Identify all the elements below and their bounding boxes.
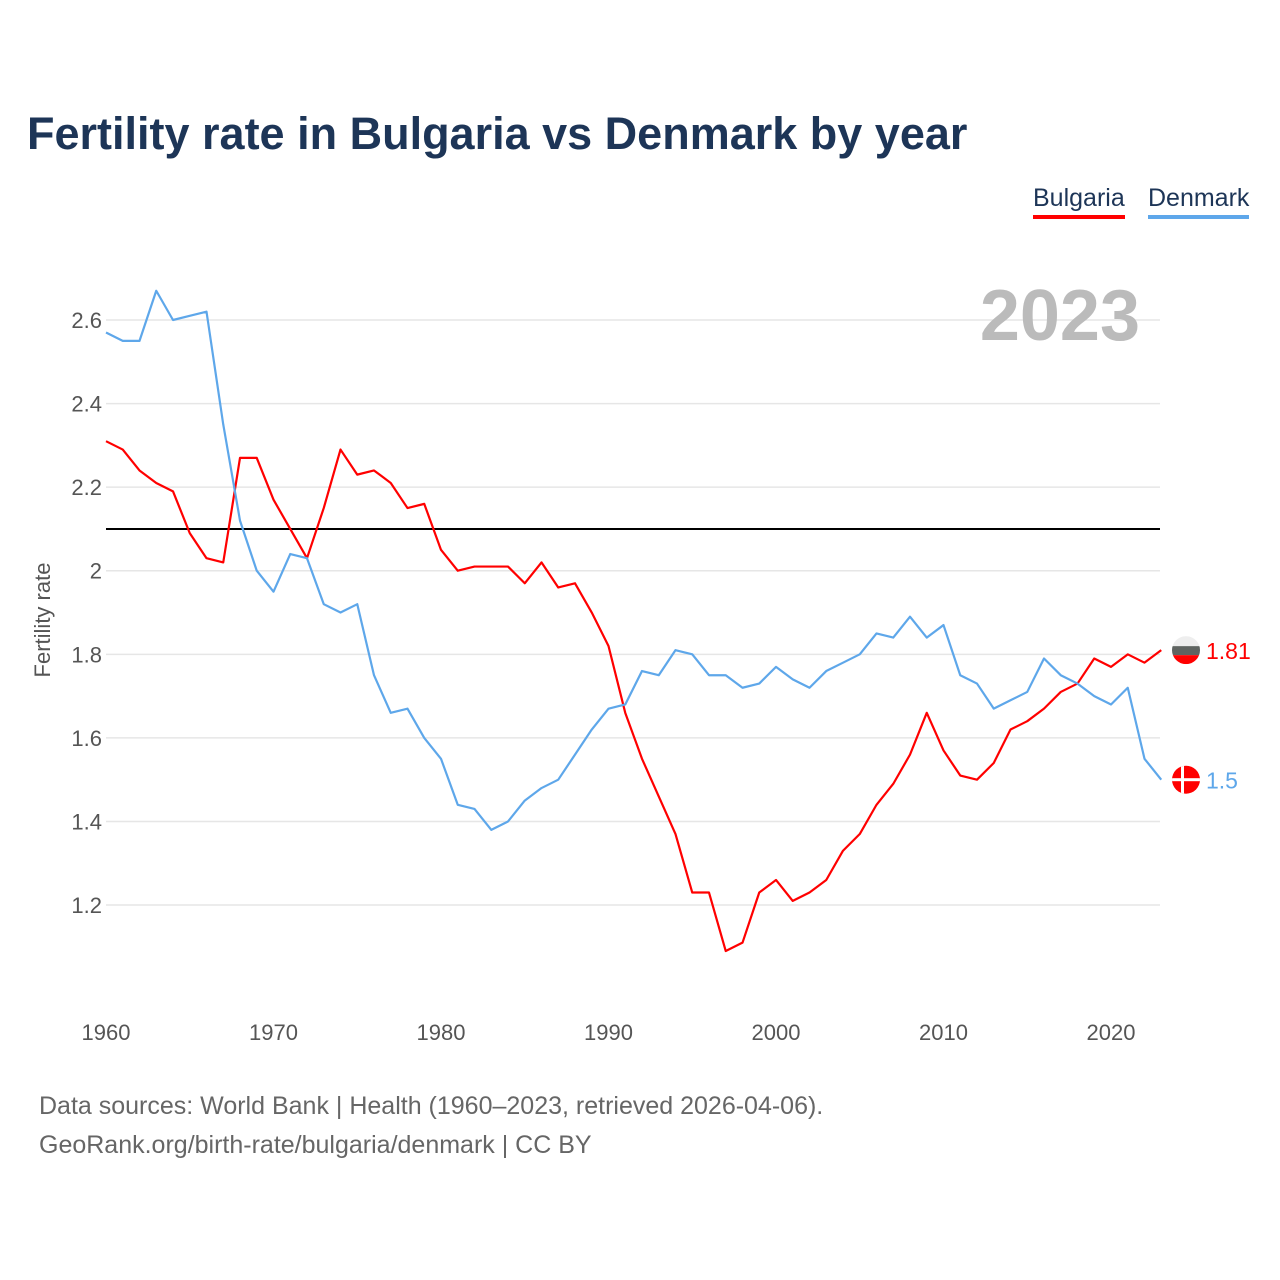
y-tick-label: 2.2 [71, 475, 102, 500]
chart-title: Fertility rate in Bulgaria vs Denmark by… [27, 108, 968, 159]
x-tick-label: 1970 [249, 1020, 298, 1045]
source-line-1: Data sources: World Bank | Health (1960–… [39, 1092, 824, 1120]
y-tick-label: 1.6 [71, 726, 102, 751]
y-tick-label: 1.8 [71, 642, 102, 667]
x-tick-label: 2020 [1087, 1020, 1136, 1045]
x-tick-label: 2010 [919, 1020, 968, 1045]
year-overlay: 2023 [980, 276, 1140, 356]
series-line-bulgaria [105, 440, 1162, 953]
x-tick-label: 2000 [752, 1020, 801, 1045]
flag-stripe [1172, 636, 1200, 647]
flag-cross [1172, 778, 1200, 782]
flag-denmark-icon [1172, 765, 1200, 794]
y-tick-label: 2 [90, 559, 102, 584]
y-axis-label: Fertility rate [30, 563, 55, 678]
source-note: Data sources: World Bank | Health (1960–… [39, 1087, 823, 1165]
y-tick-label: 2.6 [71, 308, 102, 333]
y-tick-label: 2.4 [71, 392, 102, 417]
flag-bulgaria-icon [1172, 636, 1200, 665]
end-value-label: 1.5 [1206, 768, 1238, 794]
legend-bulgaria[interactable]: Bulgaria [1033, 184, 1125, 219]
legend-denmark[interactable]: Denmark [1148, 184, 1250, 219]
flag-stripe [1172, 646, 1200, 656]
y-tick-label: 1.4 [71, 809, 102, 834]
source-line-2[interactable]: GeoRank.org/birth-rate/bulgaria/denmark … [39, 1131, 592, 1159]
x-tick-label: 1990 [584, 1020, 633, 1045]
x-tick-label: 1980 [417, 1020, 466, 1045]
end-value-label: 1.81 [1206, 638, 1251, 664]
y-tick-label: 1.2 [71, 893, 102, 918]
series-line-denmark [105, 289, 1163, 831]
x-tick-label: 1960 [82, 1020, 131, 1045]
flag-stripe [1172, 655, 1200, 665]
